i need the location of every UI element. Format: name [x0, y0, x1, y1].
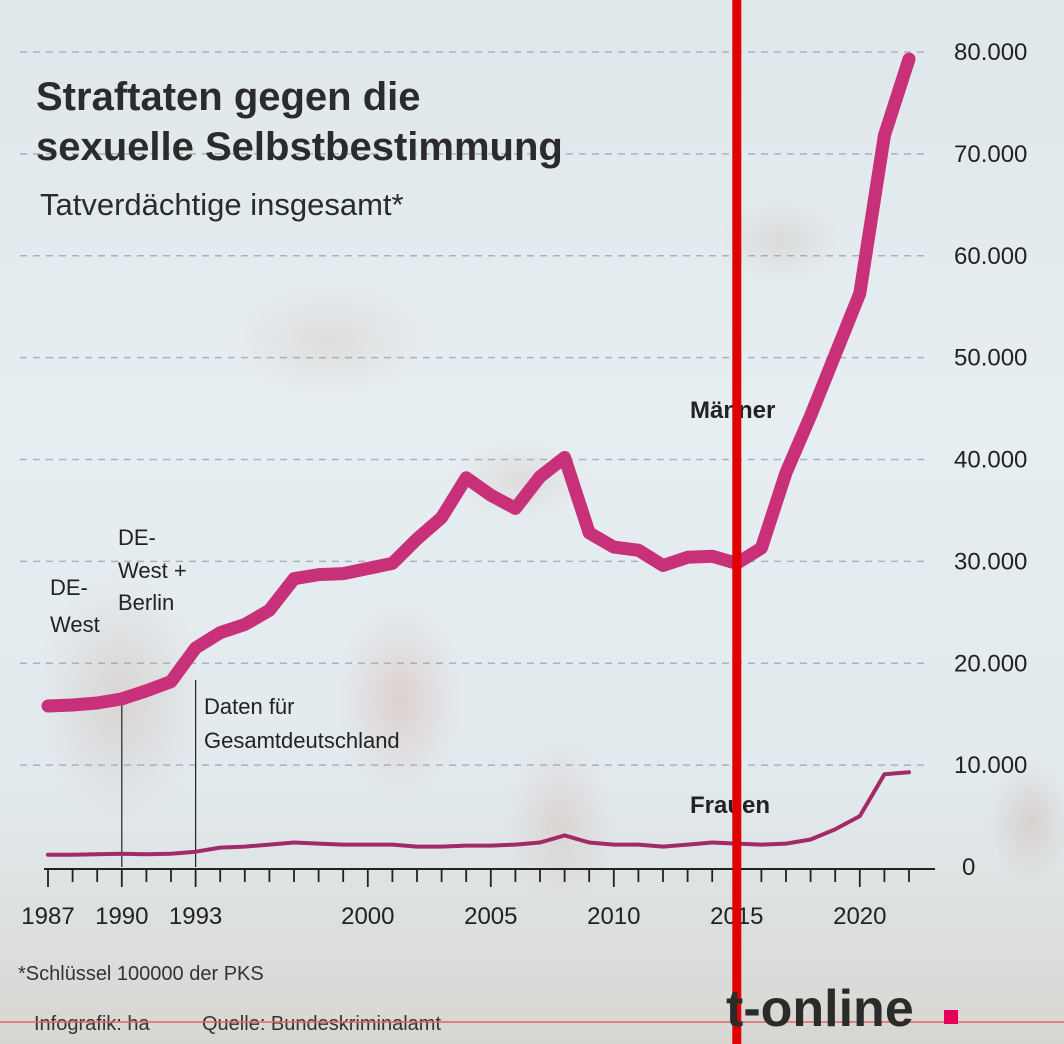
x-tick-label: 2005: [464, 903, 517, 930]
t-online-logo: t-online: [726, 980, 914, 1038]
logo-dot: [944, 1010, 958, 1024]
y-tick-label: 40.000: [954, 447, 1027, 474]
y-tick-label: 30.000: [954, 548, 1027, 575]
y-tick-label: 70.000: [954, 141, 1027, 168]
annotations: DE- West DE- West + Berlin Daten für Gesamtdeu…: [50, 525, 400, 867]
chart-title-line-2: sexuelle Selbstbestimmung: [36, 125, 563, 169]
y-tick-label: 50.000: [954, 345, 1027, 372]
chart-subtitle: Tatverdächtige insgesamt*: [40, 187, 404, 222]
grid-layer: [20, 51, 925, 766]
y-tick-label: 10.000: [954, 752, 1027, 779]
x-tick-label: 2000: [341, 903, 394, 930]
y-tick-label: 60.000: [954, 243, 1027, 270]
series-line-maenner: [41, 52, 916, 713]
annotation-label: DE-: [118, 525, 156, 550]
y-tick-label: 80.000: [954, 39, 1027, 66]
credit: Infografik: ha: [34, 1013, 151, 1035]
x-tick-label: 1987: [21, 903, 74, 930]
annotation-label: Berlin: [118, 590, 174, 615]
y-tick-label: 0: [962, 854, 975, 881]
annotation-label: Gesamtdeutschland: [204, 728, 400, 753]
chart-title-line-1: Straftaten gegen die: [36, 75, 421, 119]
annotation-label: West: [50, 612, 100, 637]
footnote: *Schlüssel 100000 der PKS: [18, 963, 264, 985]
annotation-label: Daten für: [204, 694, 295, 719]
series-layer: [41, 52, 916, 857]
y-axis-tick-labels: 0 10.000 20.000 30.000 40.000 50.000 60.000 70.…: [954, 39, 1027, 881]
x-tick-label: 2010: [587, 903, 640, 930]
annotation-label: DE-: [50, 575, 88, 600]
x-axis: 19871990199320002005201020152020: [21, 868, 935, 930]
source: Quelle: Bundeskriminalamt: [202, 1013, 441, 1035]
x-tick-label: 1993: [169, 903, 222, 930]
series-label-frauen: Frauen: [690, 792, 770, 819]
x-tick-label: 1990: [95, 903, 148, 930]
y-tick-label: 20.000: [954, 650, 1027, 677]
x-tick-label: 2020: [833, 903, 886, 930]
annotation-label: West +: [118, 558, 187, 583]
series-line-frauen: [46, 770, 911, 857]
